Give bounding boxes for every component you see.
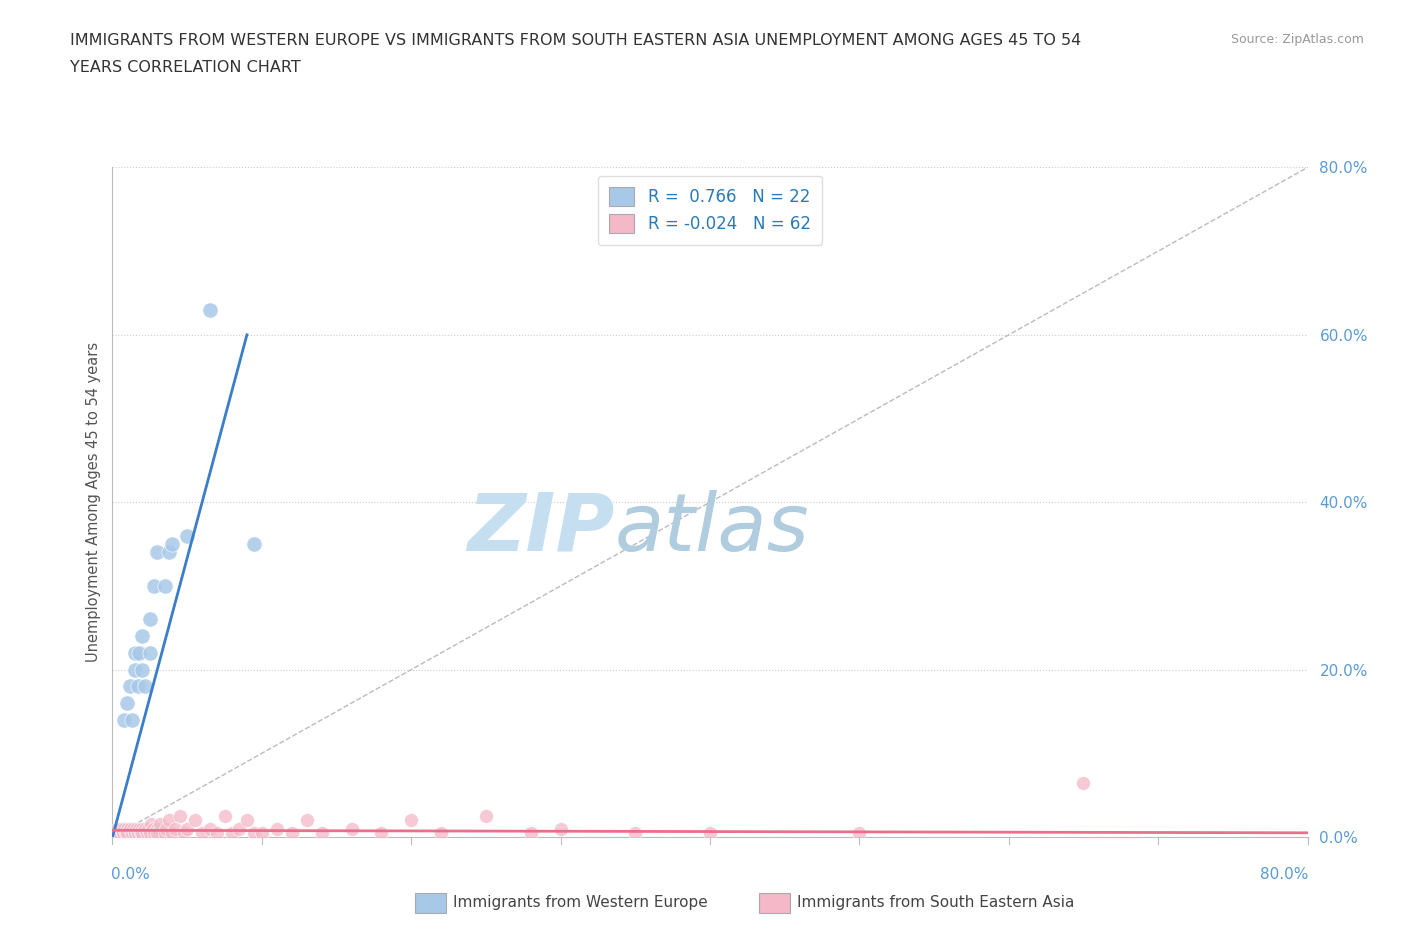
Point [699, 826, 721, 841]
Point [138, 821, 160, 836]
Point [149, 817, 172, 832]
Point [183, 813, 205, 828]
Point [139, 612, 162, 627]
Point [214, 809, 236, 824]
Point [243, 537, 266, 551]
Point [191, 826, 214, 841]
Point [111, 826, 134, 841]
Point [142, 821, 165, 836]
Text: 0.0%: 0.0% [111, 867, 150, 883]
Point [173, 826, 195, 841]
Point [281, 826, 304, 841]
Point [146, 826, 169, 841]
Text: Source: ZipAtlas.com: Source: ZipAtlas.com [1230, 33, 1364, 46]
Point [108, 826, 131, 841]
Point [117, 821, 139, 836]
Point [143, 578, 166, 593]
Point [176, 821, 198, 836]
Point [624, 826, 647, 841]
Point [243, 826, 266, 841]
Point [228, 821, 250, 836]
Point [205, 826, 228, 841]
Point [139, 826, 162, 841]
Point [141, 817, 163, 832]
Text: IMMIGRANTS FROM WESTERN EUROPE VS IMMIGRANTS FROM SOUTH EASTERN ASIA UNEMPLOYMEN: IMMIGRANTS FROM WESTERN EUROPE VS IMMIGR… [70, 33, 1081, 47]
Point [146, 821, 169, 836]
Point [340, 821, 363, 836]
Point [139, 645, 162, 660]
Point [124, 826, 146, 841]
Point [198, 821, 221, 836]
Point [114, 821, 135, 836]
Point [110, 821, 132, 836]
Point [134, 679, 156, 694]
Point [131, 662, 153, 677]
Point [153, 578, 176, 593]
Point [121, 712, 143, 727]
Point [104, 826, 127, 841]
Text: 80.0%: 80.0% [1260, 867, 1309, 883]
Point [162, 537, 183, 551]
Point [131, 629, 153, 644]
Point [120, 679, 142, 694]
Point [221, 826, 243, 841]
Point [105, 821, 128, 836]
Point [295, 813, 318, 828]
Legend: R =  0.766   N = 22, R = -0.024   N = 62: R = 0.766 N = 22, R = -0.024 N = 62 [598, 176, 823, 245]
Text: atlas: atlas [614, 490, 810, 568]
Point [176, 528, 198, 543]
Point [266, 821, 288, 836]
Point [370, 826, 392, 841]
Point [155, 821, 177, 836]
Point [131, 826, 153, 841]
Point [430, 826, 453, 841]
Point [117, 696, 139, 711]
Text: ZIP: ZIP [467, 490, 614, 568]
Point [124, 662, 146, 677]
Text: YEARS CORRELATION CHART: YEARS CORRELATION CHART [70, 60, 301, 75]
Point [134, 821, 156, 836]
Point [550, 821, 572, 836]
Point [129, 826, 152, 841]
Point [125, 821, 148, 836]
Point [108, 826, 131, 841]
Point [122, 821, 145, 836]
Point [128, 645, 150, 660]
Point [114, 712, 135, 727]
Point [131, 821, 153, 836]
Point [520, 826, 543, 841]
Point [143, 826, 166, 841]
Point [135, 826, 157, 841]
Point [401, 813, 423, 828]
Point [250, 826, 273, 841]
Point [127, 679, 149, 694]
Point [162, 826, 183, 841]
Point [153, 826, 176, 841]
Point [146, 545, 169, 560]
Point [121, 826, 143, 841]
Point [127, 826, 149, 841]
Y-axis label: Unemployment Among Ages 45 to 54 years: Unemployment Among Ages 45 to 54 years [86, 342, 101, 662]
Point [157, 813, 180, 828]
Point [124, 645, 146, 660]
Point [117, 826, 139, 841]
Point [157, 545, 180, 560]
Point [848, 826, 870, 841]
Point [115, 826, 138, 841]
Point [165, 821, 187, 836]
Point [475, 809, 498, 824]
Point [120, 821, 142, 836]
Point [198, 302, 221, 317]
Point [236, 813, 259, 828]
Point [169, 809, 191, 824]
Text: Immigrants from South Eastern Asia: Immigrants from South Eastern Asia [797, 895, 1074, 910]
Point [1073, 776, 1095, 790]
Point [311, 826, 333, 841]
Point [128, 821, 150, 836]
Text: Immigrants from Western Europe: Immigrants from Western Europe [453, 895, 707, 910]
